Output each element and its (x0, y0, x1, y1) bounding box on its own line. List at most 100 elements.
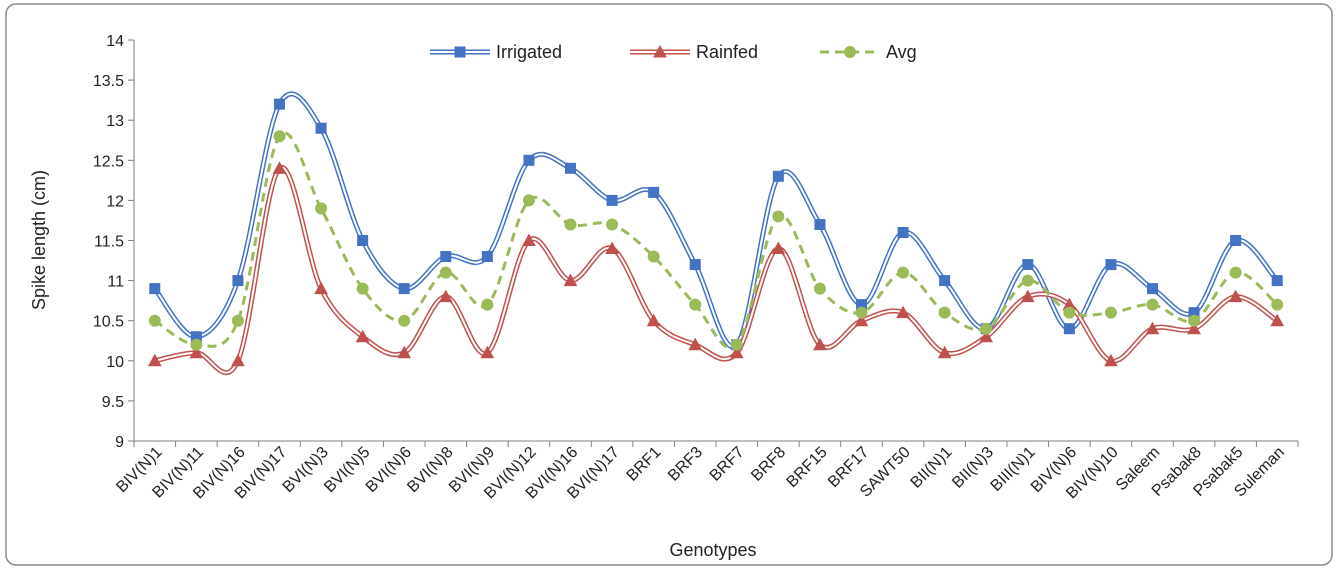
series-avg-point (1146, 298, 1159, 311)
series-rainfed-point (189, 345, 204, 359)
series-irrigated-point (357, 235, 369, 246)
series-rainfed-point (937, 345, 952, 359)
series-rainfed-point (854, 313, 869, 327)
series-avg-point (1021, 274, 1034, 287)
series-avg-point (689, 298, 702, 311)
series-avg-point (564, 218, 577, 231)
series-rainfed-point (1145, 321, 1160, 335)
y-tick-label: 11.5 (94, 234, 124, 251)
series-irrigated-point (1271, 275, 1283, 287)
series-rainfed-point (896, 305, 910, 319)
legend-rainfed-marker (653, 44, 667, 58)
series-avg-point (273, 130, 286, 143)
legend-avg-label: Avg (886, 42, 917, 62)
series-avg-point (1271, 298, 1284, 311)
series-rainfed-point (438, 289, 453, 303)
series-rainfed-point (813, 337, 827, 351)
legend-irrigated-label: Irrigated (496, 42, 562, 62)
series-irrigated-point (398, 283, 410, 295)
series-rainfed-point (1228, 289, 1243, 303)
series-irrigated-point (1022, 259, 1034, 271)
series-avg-point (1104, 306, 1117, 319)
series-irrigated-point (523, 154, 535, 166)
y-tick-label: 14 (106, 33, 124, 50)
series-layer (147, 91, 1285, 376)
series-rainfed-point (1104, 353, 1118, 367)
series-irrigated-line-inner (154, 92, 1278, 348)
y-tick-label: 9.5 (102, 394, 124, 411)
series-irrigated-point (648, 186, 660, 198)
series-avg-point (439, 266, 452, 279)
series-rainfed-point (522, 233, 536, 246)
series-rainfed-point (1020, 289, 1035, 303)
series-avg-point (148, 314, 161, 327)
series-rainfed-point (1187, 321, 1201, 335)
series-avg-point (231, 314, 244, 327)
series-avg-point (730, 338, 743, 351)
series-avg-point (398, 314, 411, 327)
legend: Irrigated Rainfed Avg (430, 42, 917, 62)
series-rainfed-point (147, 353, 162, 367)
series-irrigated-point (274, 98, 285, 110)
series-irrigated-point (1147, 283, 1158, 295)
series-avg-point (190, 338, 203, 351)
series-irrigated-point (897, 226, 909, 238)
series-avg-point (522, 194, 535, 207)
legend-item-irrigated: Irrigated (430, 42, 562, 62)
series-irrigated-point (1063, 323, 1075, 335)
series-avg (148, 130, 1284, 351)
series-avg-point (356, 282, 369, 295)
series-avg-point (606, 218, 619, 231)
series-rainfed-point (729, 345, 744, 359)
series-rainfed-point (688, 337, 703, 351)
legend-item-avg: Avg (820, 42, 917, 62)
y-tick-label: 12 (106, 193, 124, 210)
y-tick-label: 10.5 (93, 314, 124, 331)
series-rainfed-point (563, 273, 578, 287)
series-avg-point (938, 306, 951, 319)
legend-item-rainfed: Rainfed (630, 42, 758, 62)
y-axis-title: Spike length (cm) (29, 170, 49, 310)
series-irrigated-point (232, 275, 244, 287)
series-avg-point (897, 266, 910, 279)
series-rainfed-point (605, 241, 619, 255)
series-avg-point (813, 282, 826, 295)
series-irrigated-point (149, 283, 161, 295)
series-avg-point (481, 298, 494, 311)
y-tick-label: 9 (115, 434, 124, 451)
series-rainfed-point (231, 353, 245, 367)
series-rainfed-point (355, 329, 370, 343)
series-irrigated-point (606, 194, 618, 206)
series-irrigated-point (814, 218, 826, 230)
series-irrigated-point (939, 275, 951, 287)
y-tick-label: 13.5 (93, 73, 124, 90)
series-avg-point (647, 250, 660, 263)
series-rainfed-point (1270, 313, 1285, 327)
series-avg-point (315, 202, 328, 215)
series-rainfed-point (771, 241, 786, 255)
series-rainfed-point (979, 329, 994, 343)
series-rainfed-point (314, 281, 328, 295)
series-irrigated-point (689, 259, 701, 271)
series-rainfed (147, 161, 1285, 376)
y-tick-label: 13 (106, 113, 124, 130)
series-avg-point (1063, 306, 1076, 319)
y-tick-label: 12.5 (93, 153, 124, 170)
series-irrigated-point (440, 251, 452, 263)
series-avg-point (980, 322, 993, 335)
chart-border (5, 3, 1333, 566)
x-axis-title: Genotypes (669, 540, 756, 560)
y-tick-label: 11 (107, 274, 124, 291)
series-avg-point (855, 306, 868, 319)
series-irrigated-point (772, 170, 784, 182)
series-rainfed-point (480, 345, 495, 359)
y-tick-label: 10 (106, 354, 124, 371)
series-rainfed-point (272, 161, 287, 174)
series-avg-point (1229, 266, 1242, 279)
legend-irrigated-marker (454, 46, 466, 58)
series-rainfed-point (397, 345, 412, 359)
series-rainfed-point (646, 313, 661, 327)
series-avg-point (1188, 314, 1201, 327)
